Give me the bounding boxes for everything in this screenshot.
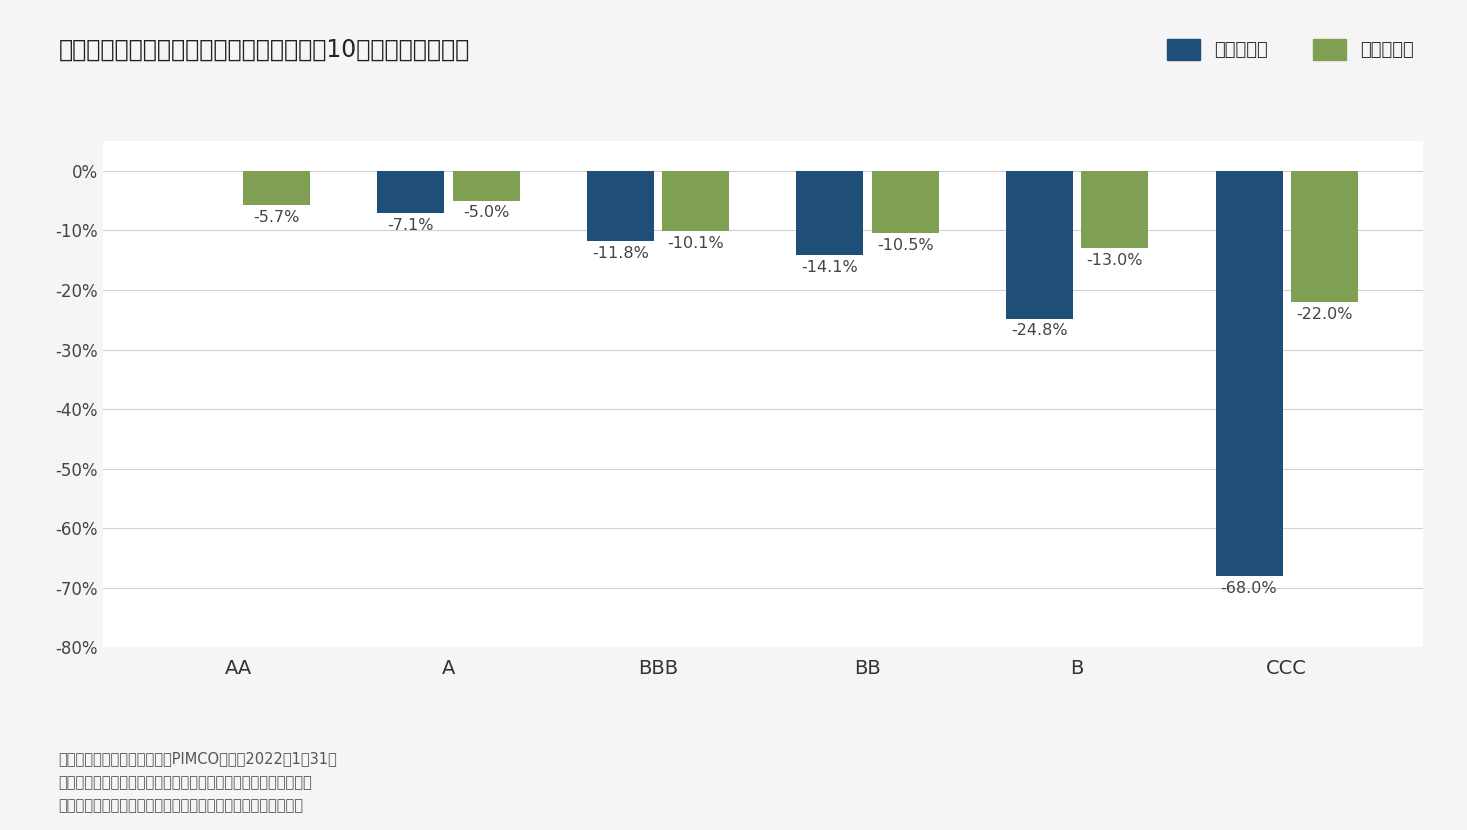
Text: -14.1%: -14.1%: [801, 260, 858, 275]
Bar: [871, 171, 939, 233]
Text: -10.1%: -10.1%: [667, 236, 725, 251]
Bar: [453, 171, 519, 201]
Bar: [797, 171, 864, 255]
Text: 圖二：新興市場債與美國公司債各信用評等10年期最大的月跳幅: 圖二：新興市場債與美國公司債各信用評等10年期最大的月跳幅: [59, 37, 469, 61]
Bar: [1216, 171, 1282, 576]
Text: -22.0%: -22.0%: [1297, 307, 1353, 322]
Text: -24.8%: -24.8%: [1011, 324, 1068, 339]
Legend: 新興市場債, 美國公司債: 新興市場債, 美國公司債: [1168, 39, 1414, 60]
Text: -68.0%: -68.0%: [1221, 581, 1278, 596]
Bar: [1081, 171, 1149, 248]
Text: -5.0%: -5.0%: [464, 206, 509, 221]
Bar: [1006, 171, 1072, 319]
Bar: [377, 171, 445, 213]
Text: -13.0%: -13.0%: [1087, 253, 1143, 268]
Text: -5.7%: -5.7%: [254, 210, 299, 225]
Bar: [587, 171, 654, 242]
Text: -10.5%: -10.5%: [877, 238, 933, 253]
Bar: [244, 171, 310, 205]
Text: -11.8%: -11.8%: [591, 246, 648, 261]
Text: 資料來源：彭博、摩根大通、PIMCO，截至2022年1月31日
美國公司債指的是彭博美國非投資等級債指數及彭博美國信貸指數
新興市場債指的是摩根大通全球新興市場: 資料來源：彭博、摩根大通、PIMCO，截至2022年1月31日 美國公司債指的是…: [59, 752, 337, 813]
Bar: [662, 171, 729, 231]
Text: -7.1%: -7.1%: [387, 218, 434, 233]
Bar: [1291, 171, 1358, 302]
